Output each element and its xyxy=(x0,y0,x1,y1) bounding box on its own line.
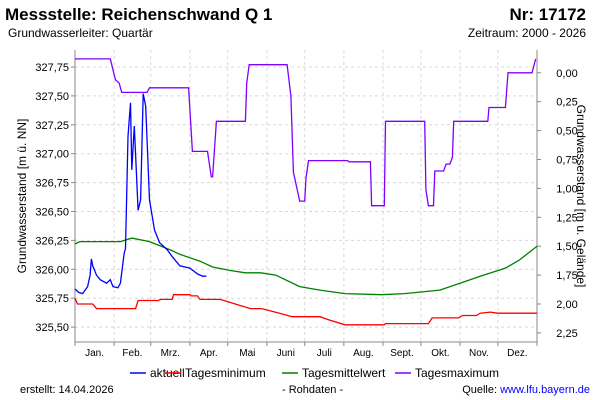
chart-title: Messstelle: Reichenschwand Q 1 xyxy=(5,5,273,24)
month-label: Apr. xyxy=(200,348,218,359)
y2-axis-title: Grundwasserstand [m u. Gelände] xyxy=(574,105,588,288)
y2-tick-label: 0,75 xyxy=(556,154,577,166)
y2-tick-label: 1,25 xyxy=(556,212,577,224)
legend-label-mean: Tagesmittelwert xyxy=(302,366,386,380)
month-label: Feb. xyxy=(122,348,142,359)
y2-tick-label: 0,50 xyxy=(556,126,577,138)
series-line-min xyxy=(74,294,537,326)
y2-tick-label: 2,00 xyxy=(556,299,577,311)
y-tick-label: 327,25 xyxy=(35,120,69,132)
series-line-aktuell xyxy=(74,93,207,295)
y2-tick-label: 1,50 xyxy=(556,241,577,253)
y-tick-label: 326,75 xyxy=(35,178,69,190)
period-label: Zeitraum: 2000 - 2026 xyxy=(467,26,586,40)
y-tick-label: 326,50 xyxy=(35,207,69,219)
month-label: Okt. xyxy=(431,348,449,359)
month-label: Juni xyxy=(277,348,295,359)
month-label: Mrz. xyxy=(161,348,180,359)
y-axis-title: Grundwasserstand [m ü. NN] xyxy=(15,119,29,274)
source-link[interactable]: www.lfu.bayern.de xyxy=(500,384,590,396)
month-label: Jan. xyxy=(85,348,104,359)
source: Quelle: www.lfu.bayern.de xyxy=(462,384,590,396)
y-tick-label: 326,00 xyxy=(35,264,69,276)
legend-label-max: Tagesmaximum xyxy=(415,366,499,380)
y-tick-label: 327,00 xyxy=(35,149,69,161)
y-tick-label: 325,75 xyxy=(35,293,69,305)
y2-tick-label: 0,00 xyxy=(556,68,577,80)
month-label: Sept. xyxy=(390,348,413,359)
y-tick-label: 326,25 xyxy=(35,235,69,247)
month-label: Mai xyxy=(239,348,255,359)
series-line-mean xyxy=(74,237,538,296)
source-label: Quelle: xyxy=(462,384,501,396)
y-tick-label: 327,50 xyxy=(35,91,69,103)
month-label: Nov. xyxy=(469,348,489,359)
month-label: Juli xyxy=(317,348,332,359)
y2-tick-label: 2,25 xyxy=(556,328,577,340)
y-tick-label: 325,50 xyxy=(35,322,69,334)
legend-label-min: Tagesminimum xyxy=(185,366,266,380)
y2-tick-label: 1,00 xyxy=(556,183,577,195)
station-number: Nr: 17172 xyxy=(509,5,586,24)
y2-tick-label: 0,25 xyxy=(556,97,577,109)
series-line-max xyxy=(75,58,537,207)
month-label: Aug. xyxy=(353,348,374,359)
month-label: Dez. xyxy=(507,348,528,359)
aquifer-label: Grundwasserleiter: Quartär xyxy=(8,26,153,40)
created-date: erstellt: 14.04.2026 xyxy=(20,384,114,396)
y-tick-label: 327,75 xyxy=(35,62,69,74)
raw-data-note: - Rohdaten - xyxy=(282,384,344,396)
y2-tick-label: 1,75 xyxy=(556,270,577,282)
